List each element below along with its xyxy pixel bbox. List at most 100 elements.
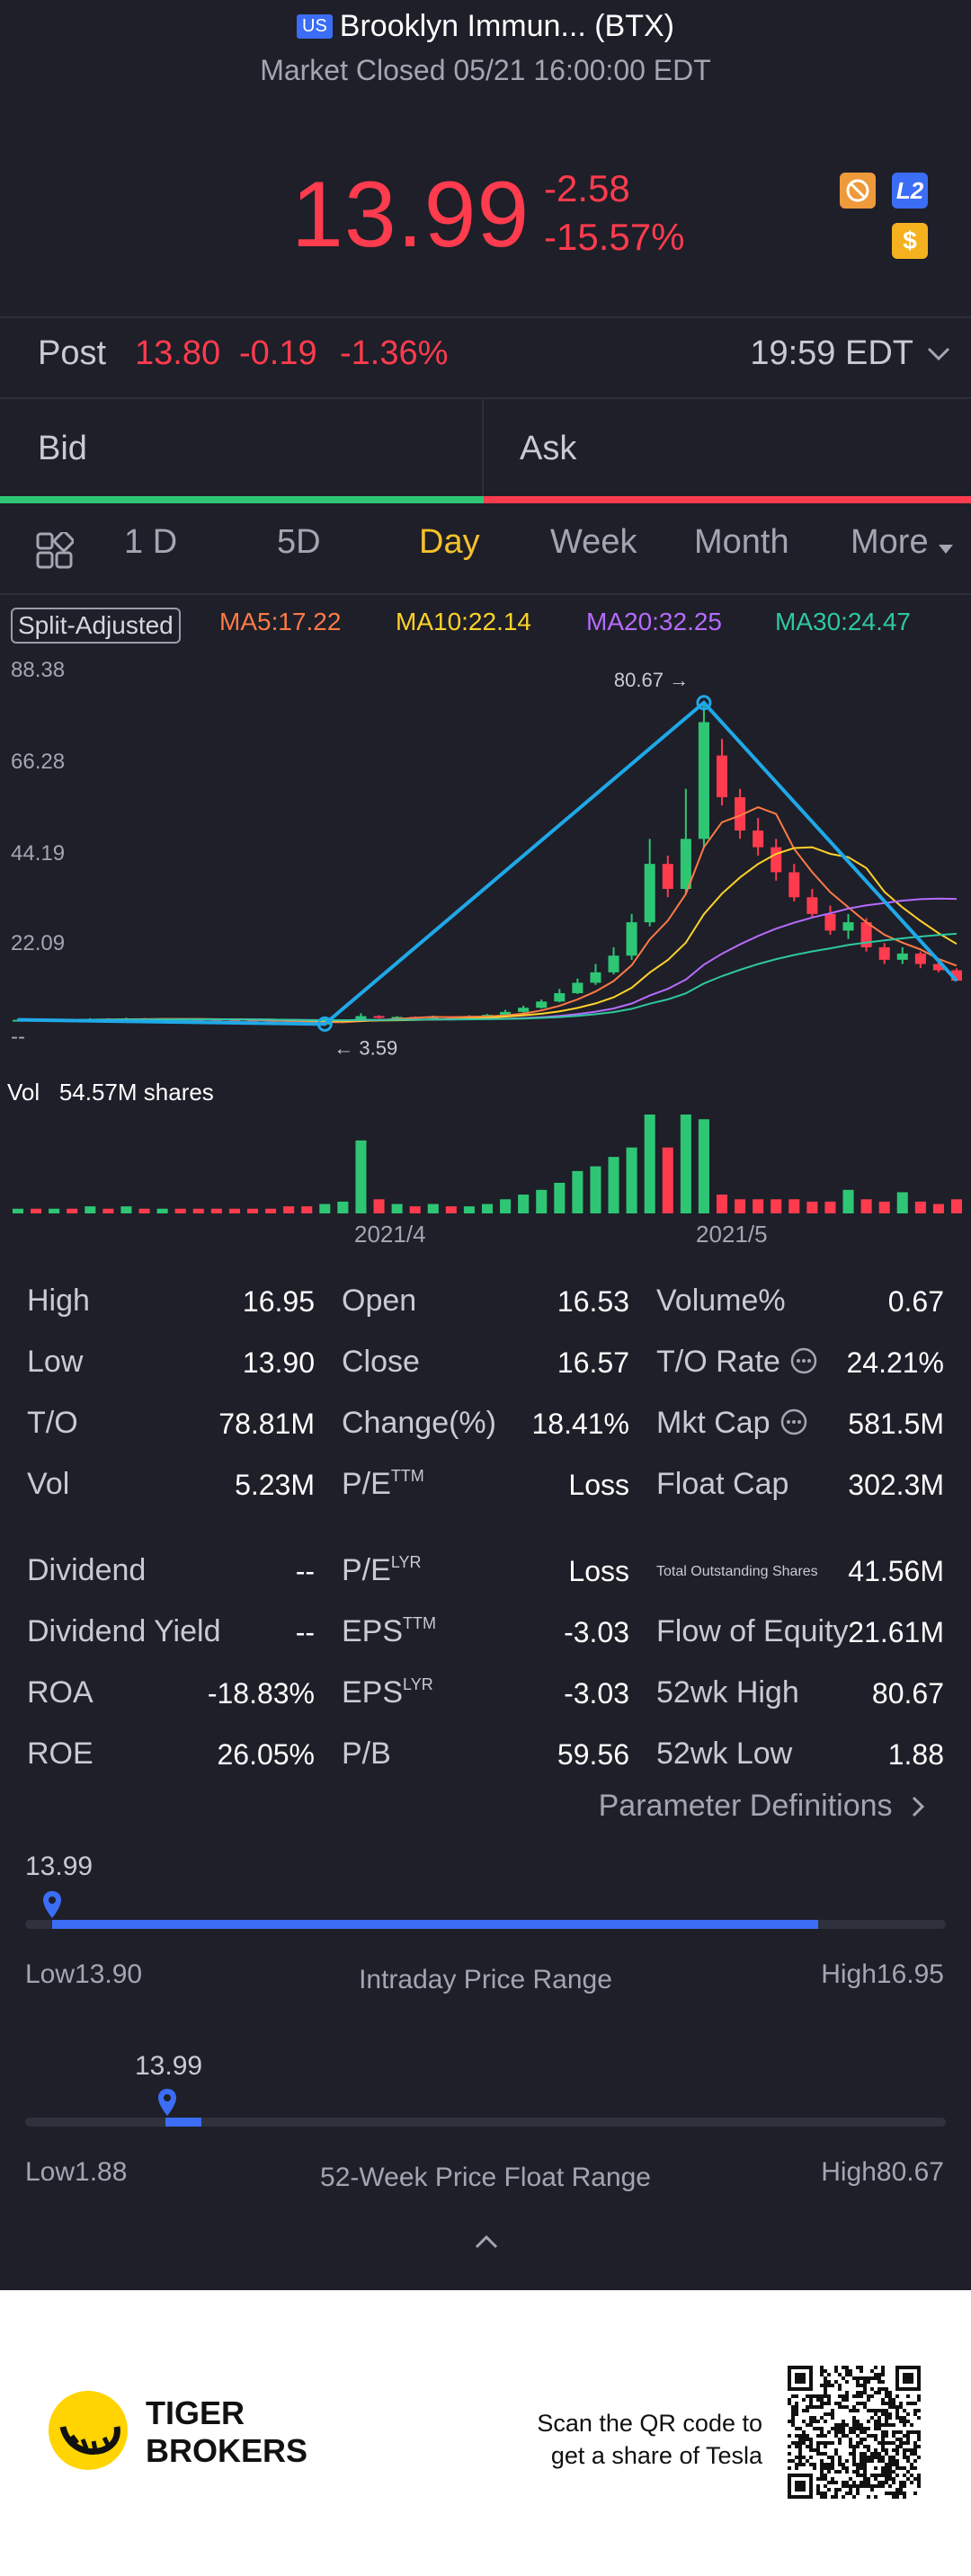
volume-bar (842, 1189, 854, 1213)
candle-body (788, 872, 800, 898)
volume-bar (914, 1201, 926, 1213)
volume-bar (662, 1147, 673, 1213)
last-price: 13.99 (291, 163, 530, 267)
bidask-divider (482, 399, 484, 498)
volume-bar (31, 1208, 42, 1213)
volume-bar (49, 1208, 60, 1213)
bid-label[interactable]: Bid (38, 430, 87, 467)
candle-body (355, 1016, 367, 1022)
volume-bar (788, 1199, 800, 1213)
chevron-right-icon (912, 1796, 925, 1817)
volume-bar (102, 1208, 114, 1213)
post-price: 13.80 (135, 334, 221, 372)
volume-bar (67, 1208, 78, 1213)
stat-label-sup: LYR (403, 1675, 433, 1693)
location-pin-icon (43, 1891, 61, 1918)
chevron-down-icon[interactable] (926, 345, 951, 363)
x-tick: 2021/5 (696, 1221, 768, 1248)
stat-value: 78.81M (218, 1408, 315, 1440)
split-adjusted-badge[interactable]: Split-Adjusted (11, 608, 181, 644)
volume-bar (210, 1208, 222, 1213)
stat-label: T/O (27, 1406, 78, 1441)
candle-body (806, 897, 818, 914)
intraday-low: Low13.90 (25, 1959, 143, 1989)
y-tick: -- (11, 1025, 25, 1049)
stat-label-text: Low (27, 1345, 84, 1379)
candle-body (716, 755, 728, 797)
candle-body (608, 955, 619, 973)
tab-more[interactable]: More (851, 523, 929, 561)
stat-label-text: Mkt Cap (656, 1406, 771, 1440)
parameter-definitions-link[interactable]: Parameter Definitions (599, 1789, 926, 1824)
stat-value: Loss (568, 1555, 629, 1587)
candle-body (753, 831, 764, 848)
ask-label[interactable]: Ask (520, 430, 577, 467)
stat-label-text: Dividend Yield (27, 1614, 221, 1648)
qr-caption-line2: get a share of Tesla (550, 2442, 762, 2469)
dollar-icon[interactable]: $ (892, 223, 928, 259)
volume-bar (698, 1119, 709, 1213)
post-market-row[interactable]: Post 13.80 -0.19 -1.36% 19:59 EDT (0, 334, 971, 397)
qr-caption-line1: Scan the QR code to (537, 2410, 762, 2437)
volume-bar (265, 1208, 277, 1213)
x-tick: 2021/4 (354, 1221, 426, 1248)
ma5-line (17, 806, 958, 1024)
stat-value: 16.53 (557, 1285, 629, 1318)
week52-high: High80.67 (821, 2157, 944, 2187)
candles (12, 702, 963, 1025)
tab-week[interactable]: Week (550, 523, 637, 561)
candle-body (771, 847, 782, 873)
price-change: -2.58 (544, 167, 630, 209)
week52-range-track (25, 2118, 946, 2127)
collapse-chevron-icon[interactable] (473, 2233, 500, 2251)
stat-value: 80.67 (871, 1677, 944, 1710)
tab-1d[interactable]: 1 D (124, 523, 178, 561)
no-short-icon[interactable] (840, 173, 876, 209)
tab-5d[interactable]: 5D (277, 523, 321, 561)
tab-day[interactable]: Day (419, 523, 480, 561)
stat-value: 581.5M (848, 1408, 944, 1440)
volume-bar (85, 1206, 96, 1213)
level2-icon[interactable]: L2 (892, 173, 928, 209)
volume-bar (950, 1199, 963, 1213)
brand-line2: BROKERS (146, 2432, 308, 2469)
y-tick: 44.19 (11, 841, 66, 866)
volume-bar (192, 1208, 204, 1213)
tab-month[interactable]: Month (694, 523, 789, 561)
qr-code (788, 2366, 921, 2499)
post-label: Post (38, 334, 107, 372)
volume-bar (536, 1189, 548, 1213)
volume-bar (500, 1199, 512, 1213)
stat-label-text: 52wk High (656, 1675, 799, 1710)
volume-bar (824, 1201, 836, 1213)
stat-value: -3.03 (564, 1677, 629, 1710)
ma-lines (17, 806, 958, 1024)
stat-value: 5.23M (235, 1469, 315, 1501)
stat-label-text: ROA (27, 1675, 94, 1710)
bid-volume-bar (0, 496, 484, 503)
candle-body (626, 922, 637, 956)
ma10-line (17, 846, 958, 1023)
brand-line1: TIGER (146, 2394, 245, 2431)
stat-label-text: 52wk Low (656, 1737, 793, 1771)
week52-low: Low1.88 (25, 2157, 128, 2187)
post-change: -0.19 (239, 334, 317, 372)
caret-down-icon[interactable] (937, 543, 955, 555)
candlestick-chart[interactable]: 80.67 → ← 3.59 (0, 647, 971, 1222)
stat-label: P/ELYR (342, 1553, 422, 1588)
info-more-icon[interactable] (779, 1408, 808, 1436)
stat-value: -- (295, 1616, 315, 1648)
stat-value: 18.41% (531, 1408, 629, 1440)
stat-value: 59.56 (557, 1738, 629, 1771)
stat-value: 16.95 (242, 1285, 315, 1318)
volume-bar (445, 1206, 457, 1213)
volume-bar (301, 1206, 313, 1213)
high-marker-dot (696, 695, 712, 711)
stat-label-text: Float Cap (656, 1467, 789, 1501)
info-more-icon[interactable] (789, 1346, 818, 1375)
volume-bar (896, 1192, 908, 1213)
ma30-label: MA30:24.47 (775, 608, 911, 635)
stat-label: Low (27, 1345, 83, 1380)
candle-body (391, 1017, 403, 1019)
grid-icon[interactable] (36, 532, 74, 570)
